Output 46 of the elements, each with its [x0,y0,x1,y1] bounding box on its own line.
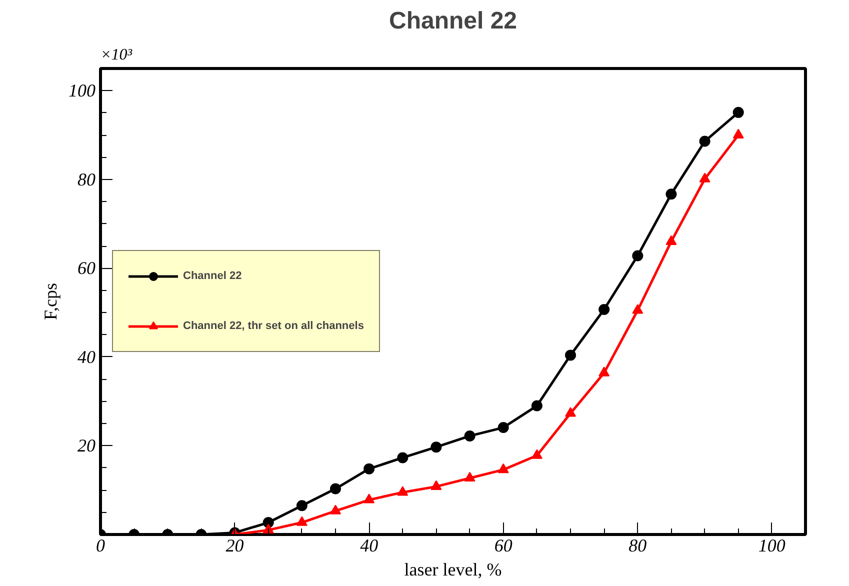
y-tick-label: 100 [68,80,96,101]
point [531,449,542,459]
point [330,483,341,494]
point [296,500,308,512]
x-tick-label: 100 [758,536,786,556]
point [699,172,710,182]
point [364,463,375,474]
point [498,463,509,474]
point [397,486,408,496]
point [632,304,644,314]
x-tick-label: 20 [226,536,244,556]
point [632,250,644,262]
point [397,452,408,464]
x-tick-label: 60 [494,536,512,556]
y-tick-label: 40 [78,346,96,367]
legend-label: Channel 22 [183,270,242,282]
x-tick-label: 0 [96,536,105,556]
point [262,524,274,534]
x-tick-label: 40 [360,536,378,556]
point [464,472,476,482]
legend-label: Channel 22, thr set on all channels [183,320,364,332]
point [565,407,576,417]
point [732,128,744,138]
point [732,106,744,118]
point [531,400,542,412]
point [296,516,308,526]
point [430,480,442,490]
point [666,235,677,245]
point [464,430,476,442]
point [598,304,610,315]
point [565,350,576,361]
point [666,188,677,200]
y-tick-label: 60 [78,258,96,278]
y-tick-label: 80 [78,169,96,190]
chart-title: Channel 22 [388,8,518,34]
point [330,504,341,514]
text: ×10³ [100,46,132,64]
point [598,366,610,376]
y-tick-label: 20 [78,436,96,456]
point [498,422,509,434]
point [430,442,442,453]
point [364,494,375,504]
y-axis-title: F,cps [40,282,60,320]
x-axis-title: laser level, % [404,560,502,580]
point [699,136,710,147]
x-tick-label: 80 [628,536,647,556]
